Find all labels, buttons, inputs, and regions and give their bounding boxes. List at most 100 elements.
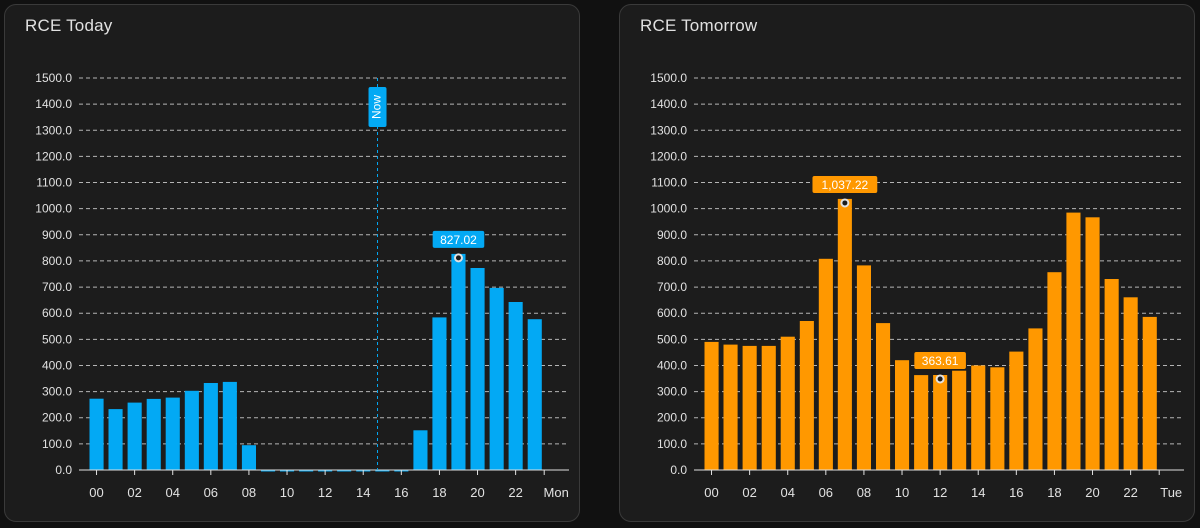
y-tick-label: 100.0 — [657, 437, 687, 451]
y-tick-label: 200.0 — [657, 411, 687, 425]
bar — [89, 398, 104, 470]
bar — [1142, 316, 1157, 470]
bar — [704, 341, 719, 470]
x-tick-label: 12 — [318, 485, 332, 500]
annotation-marker — [453, 253, 463, 263]
now-marker-label-group: Now — [368, 87, 387, 127]
annotation-badge — [432, 230, 485, 248]
bar — [876, 323, 891, 470]
bar — [818, 258, 833, 470]
annotation-badge — [812, 175, 878, 193]
bar — [1009, 351, 1024, 470]
x-tick-label: 18 — [1047, 485, 1061, 500]
annotation-label: 827.02 — [440, 233, 477, 247]
y-tick-label: 0.0 — [670, 463, 687, 477]
x-tick-label: 08 — [857, 485, 871, 500]
bar — [971, 365, 986, 470]
bar — [203, 383, 218, 470]
bar — [1123, 297, 1138, 470]
y-tick-label: 1500.0 — [35, 71, 72, 85]
bar — [799, 321, 814, 470]
y-tick-label: 1200.0 — [650, 149, 687, 163]
y-tick-label: 600.0 — [42, 306, 72, 320]
bar — [489, 287, 504, 470]
x-tick-label: 00 — [89, 485, 103, 500]
y-tick-label: 900.0 — [42, 228, 72, 242]
bar — [470, 268, 485, 470]
x-tick-label: 22 — [1123, 485, 1137, 500]
y-tick-label: 1300.0 — [650, 123, 687, 137]
x-tick-label: 04 — [165, 485, 179, 500]
bar — [527, 319, 542, 470]
bar — [780, 336, 795, 470]
bar — [165, 397, 180, 470]
x-tick-label: 04 — [780, 485, 794, 500]
bar — [508, 302, 523, 470]
chart-rce-tomorrow: 0.0 100.0 200.0 300.0 400.0 500.0 600.0 700.0 80… — [650, 71, 1184, 500]
y-tick-label: 1100.0 — [36, 176, 72, 190]
bar — [990, 367, 1005, 470]
y-tick-label: 400.0 — [42, 358, 72, 372]
x-tick-label: 10 — [895, 485, 909, 500]
bar — [742, 345, 757, 470]
y-tick-label: 800.0 — [657, 254, 687, 268]
x-tick-label: 18 — [432, 485, 446, 500]
bar — [1047, 272, 1062, 470]
annotation-label: 363.61 — [922, 354, 959, 368]
bar — [856, 265, 871, 470]
card-rce-today: RCE Today 0.0 100.0 200.0 300.0 400.0 500.0 60… — [4, 4, 580, 522]
y-tick-label: 300.0 — [657, 385, 687, 399]
bar — [895, 360, 910, 470]
x-tick-label: 02 — [127, 485, 141, 500]
x-tick-label: 12 — [933, 485, 947, 500]
x-tick-label: 20 — [470, 485, 484, 500]
annotation-badge — [914, 351, 966, 369]
x-tick-label: 06 — [204, 485, 218, 500]
x-tick-label: Mon — [544, 485, 569, 500]
y-tick-label: 900.0 — [657, 228, 687, 242]
bar — [337, 470, 352, 472]
bar — [413, 430, 428, 470]
y-tick-label: 800.0 — [42, 254, 72, 268]
bar — [761, 345, 776, 470]
x-tick-label: 06 — [819, 485, 833, 500]
y-tick-label: 1500.0 — [650, 71, 687, 85]
bar — [184, 390, 199, 470]
bar — [108, 409, 123, 470]
bar — [837, 198, 852, 470]
x-tick-label: 10 — [280, 485, 294, 500]
y-tick-label: 1400.0 — [650, 97, 687, 111]
bar — [127, 402, 142, 470]
x-tick-label: 02 — [742, 485, 756, 500]
y-tick-label: 200.0 — [42, 411, 72, 425]
x-tick-label: 14 — [356, 485, 370, 500]
y-tick-label: 1000.0 — [650, 202, 687, 216]
y-tick-label: 0.0 — [55, 463, 72, 477]
y-tick-label: 700.0 — [657, 280, 687, 294]
bar — [1066, 212, 1081, 470]
y-tick-label: 1200.0 — [35, 149, 72, 163]
bar — [222, 381, 237, 470]
y-tick-label: 1400.0 — [35, 97, 72, 111]
y-tick-label: 500.0 — [42, 332, 72, 346]
y-tick-label: 400.0 — [657, 358, 687, 372]
y-tick-label: 300.0 — [42, 385, 72, 399]
x-tick-label: 14 — [971, 485, 985, 500]
chart-rce-today: 0.0 100.0 200.0 300.0 400.0 500.0 600.0 700.0 80… — [35, 71, 569, 500]
x-tick-label: 16 — [394, 485, 408, 500]
bar — [723, 344, 738, 470]
bar — [1104, 279, 1119, 470]
card-title: RCE Today — [25, 16, 113, 35]
card-rce-tomorrow: RCE Tomorrow 0.0 100.0 200.0 300.0 400.0 500.… — [619, 4, 1195, 522]
now-marker-badge — [368, 87, 387, 127]
x-tick-label: Tue — [1160, 485, 1182, 500]
x-tick-label: 08 — [242, 485, 256, 500]
bar — [261, 470, 276, 472]
y-tick-label: 700.0 — [42, 280, 72, 294]
annotation-marker — [840, 198, 850, 208]
bar — [451, 253, 466, 470]
bar — [952, 370, 967, 470]
bar — [375, 470, 390, 472]
bar — [146, 398, 161, 470]
x-tick-label: 20 — [1085, 485, 1099, 500]
